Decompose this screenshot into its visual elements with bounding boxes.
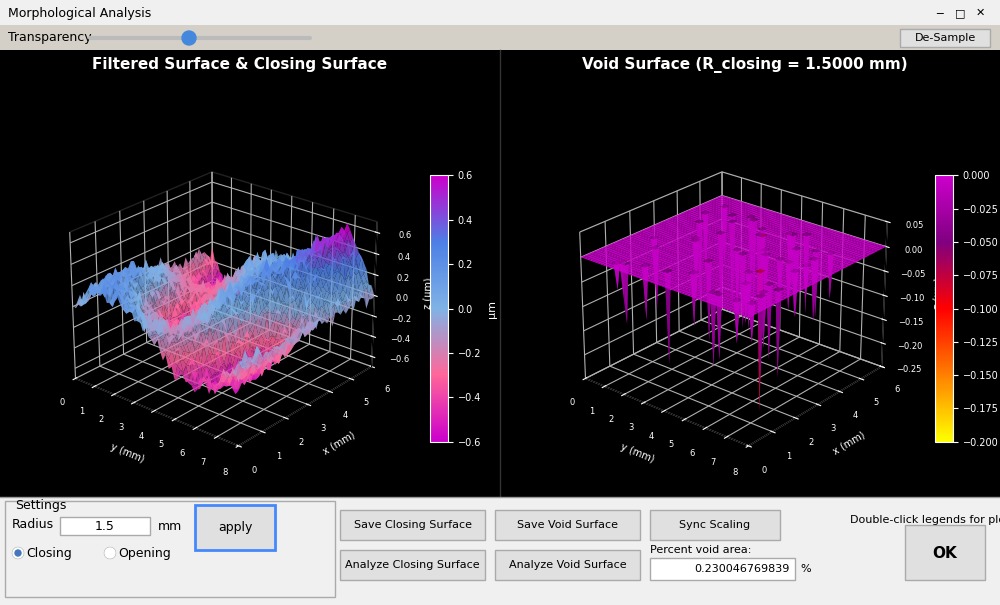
- Bar: [0, 0, 1000, 25]
- Text: ─: ─: [937, 8, 943, 18]
- Bar: [5, 501, 335, 597]
- Bar: [900, 29, 990, 47]
- Text: apply: apply: [218, 522, 252, 534]
- Text: Analyze Closing Surface: Analyze Closing Surface: [345, 560, 480, 570]
- Text: Double-click legends for plot scaling.: Double-click legends for plot scaling.: [850, 515, 1000, 525]
- Text: OK: OK: [933, 546, 957, 560]
- Text: Analyze Void Surface: Analyze Void Surface: [509, 560, 626, 570]
- Text: Save Closing Surface: Save Closing Surface: [354, 520, 472, 530]
- Bar: [340, 550, 485, 580]
- Circle shape: [105, 548, 115, 558]
- Text: Morphological Analysis: Morphological Analysis: [8, 7, 151, 19]
- Text: Sync Scaling: Sync Scaling: [679, 520, 751, 530]
- Text: Void Surface (R_closing = 1.5000 mm): Void Surface (R_closing = 1.5000 mm): [582, 57, 908, 73]
- Bar: [495, 510, 640, 540]
- Text: Transparency: Transparency: [8, 31, 92, 45]
- Circle shape: [182, 31, 196, 45]
- Y-axis label: x (mm): x (mm): [321, 430, 357, 457]
- Text: mm: mm: [158, 520, 182, 532]
- Circle shape: [15, 550, 21, 556]
- Bar: [495, 550, 640, 580]
- Circle shape: [13, 548, 23, 558]
- Bar: [0, 497, 1000, 605]
- Text: %: %: [800, 564, 811, 574]
- X-axis label: y (mm): y (mm): [619, 441, 656, 464]
- Text: 1.5: 1.5: [95, 520, 115, 532]
- Text: 0.230046769839: 0.230046769839: [695, 564, 790, 574]
- Text: Opening: Opening: [118, 546, 171, 560]
- Bar: [905, 525, 985, 580]
- Text: Radius: Radius: [12, 518, 54, 532]
- Bar: [650, 558, 795, 580]
- Bar: [340, 510, 485, 540]
- Bar: [195, 505, 275, 550]
- Text: ✕: ✕: [975, 8, 985, 18]
- Bar: [0, 50, 1000, 497]
- Y-axis label: x (mm): x (mm): [831, 430, 867, 457]
- Bar: [650, 510, 780, 540]
- Text: Settings: Settings: [15, 499, 66, 511]
- Text: Percent void area:: Percent void area:: [650, 545, 751, 555]
- Text: De-Sample: De-Sample: [914, 33, 976, 43]
- Bar: [0, 25, 1000, 50]
- Text: □: □: [955, 8, 965, 18]
- Bar: [60, 517, 150, 535]
- Text: Save Void Surface: Save Void Surface: [517, 520, 618, 530]
- X-axis label: y (mm): y (mm): [109, 441, 146, 464]
- Text: Closing: Closing: [26, 546, 72, 560]
- Text: Filtered Surface & Closing Surface: Filtered Surface & Closing Surface: [92, 57, 388, 73]
- Y-axis label: μm: μm: [487, 299, 497, 318]
